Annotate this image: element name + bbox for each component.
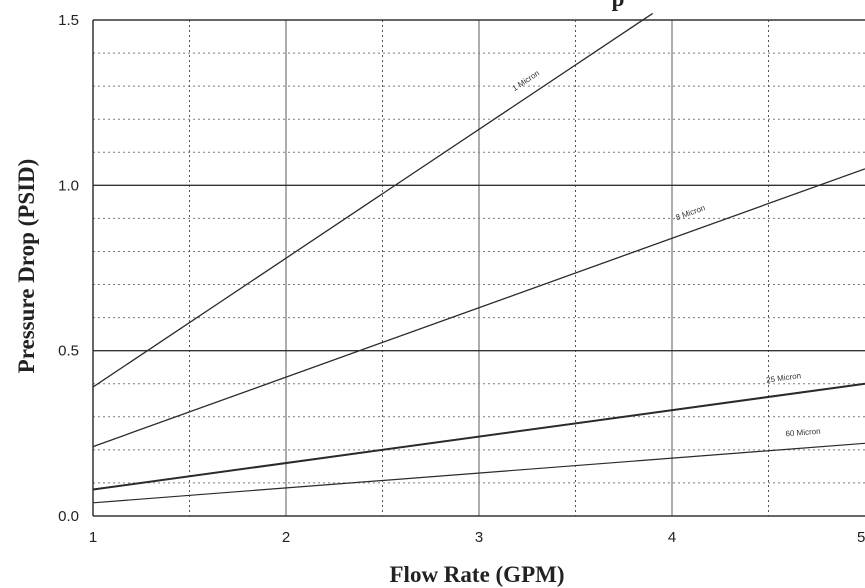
series-label: 8 Micron	[674, 203, 706, 222]
series-line	[92, 442, 865, 504]
tick-labels: 1 2 3 4 5 0.0 0.5 1.0 1.5	[58, 12, 865, 546]
y-tick-label: 1.0	[58, 177, 79, 194]
y-axis-title: Pressure Drop (PSID)	[14, 159, 39, 374]
y-tick-label: 1.5	[58, 12, 79, 29]
x-tick-label: 3	[475, 529, 483, 546]
series-label: 25 Micron	[766, 371, 802, 385]
series-line	[92, 12, 654, 388]
chart-title-fragment: p	[612, 0, 625, 11]
y-tick-label: 0.0	[58, 508, 79, 525]
grid	[92, 19, 865, 517]
series-label: 60 Micron	[785, 427, 821, 439]
series-line	[92, 382, 865, 491]
x-tick-label: 2	[282, 529, 290, 546]
series-line	[92, 168, 865, 448]
series-label: 1 Micron	[511, 68, 542, 93]
x-tick-label: 4	[668, 529, 676, 546]
x-tick-label: 5	[857, 529, 865, 546]
x-axis-title: Flow Rate (GPM)	[390, 562, 565, 587]
y-tick-label: 0.5	[58, 343, 79, 360]
x-tick-label: 1	[89, 529, 97, 546]
